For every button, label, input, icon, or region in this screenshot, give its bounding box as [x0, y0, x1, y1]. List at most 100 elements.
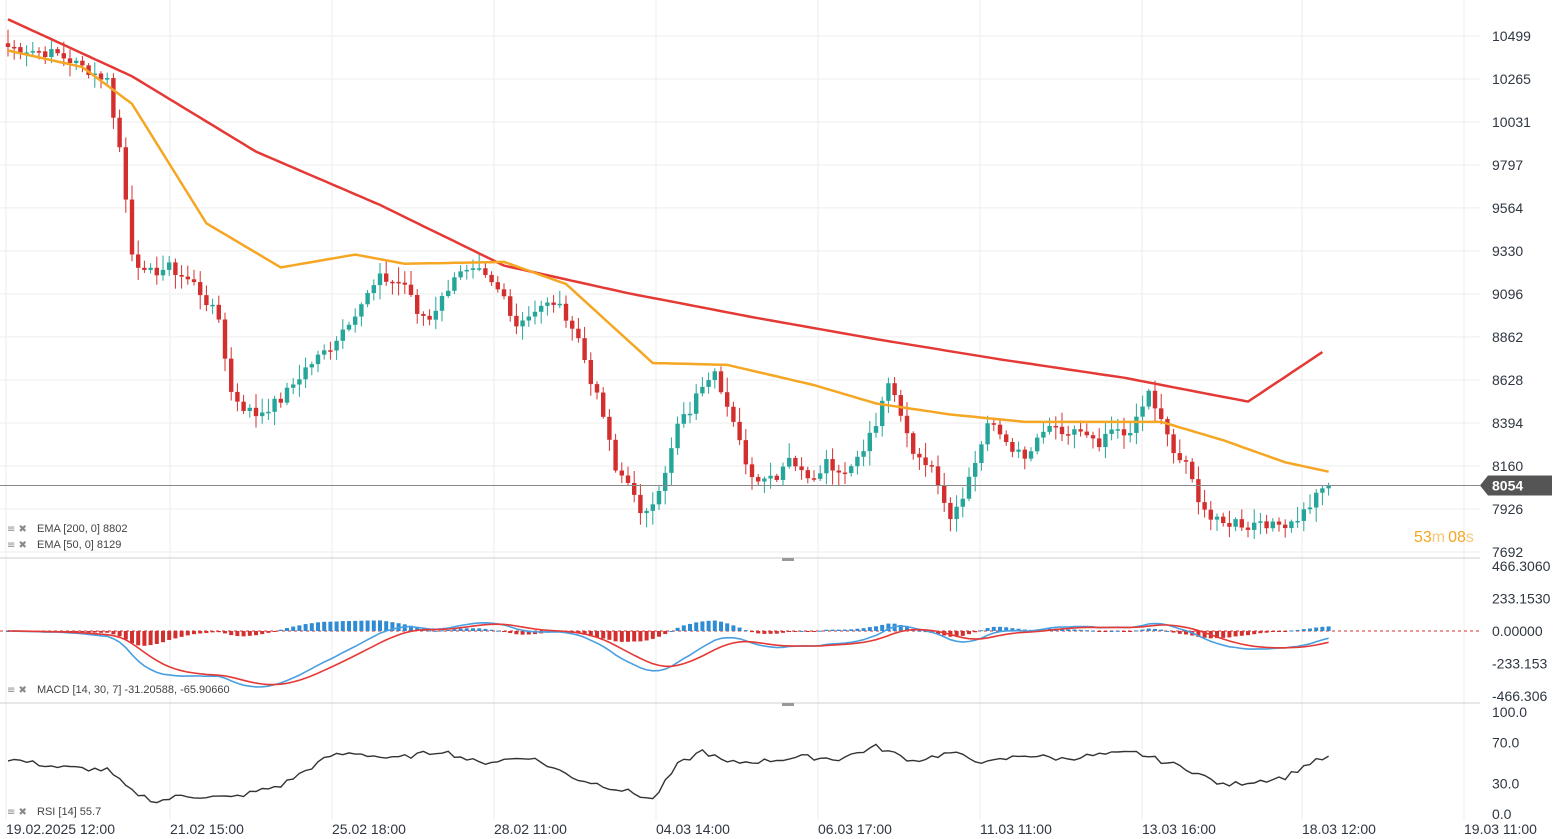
- macd-histogram-bar: [433, 630, 438, 632]
- legend-ema50[interactable]: ≡ ✖ EMA [50, 0] 8129: [7, 539, 121, 551]
- macd-histogram-bar: [991, 626, 996, 631]
- candle-body: [111, 78, 116, 118]
- price-tag-background: [1480, 475, 1552, 496]
- rsi-axis-label: 100.0: [1492, 704, 1527, 720]
- macd-histogram-bar: [1301, 629, 1306, 631]
- macd-histogram-bar: [173, 631, 178, 639]
- rsi-axis-label: 30.0: [1492, 775, 1519, 791]
- candle-body: [1022, 449, 1027, 459]
- macd-histogram-bar: [1165, 630, 1170, 632]
- macd-histogram-bar: [874, 626, 878, 631]
- macd-histogram-bar: [1159, 629, 1164, 631]
- macd-histogram-bar: [1153, 628, 1157, 631]
- candle-body: [588, 359, 593, 385]
- macd-histogram-bar: [322, 621, 327, 631]
- candle-body: [291, 384, 296, 388]
- macd-histogram-bar: [1196, 631, 1201, 637]
- macd-histogram-bar: [440, 630, 444, 632]
- candle-body: [1084, 431, 1089, 436]
- macd-histogram-bar: [92, 631, 97, 633]
- candle-body: [1097, 438, 1102, 448]
- time-axis[interactable]: 19.02.2025 12:00 21.02 15:00 25.02 18:00 28…: [6, 821, 1537, 837]
- legend-ema50-text: EMA [50, 0] 8129: [37, 539, 121, 551]
- time-axis-label: 04.03 14:00: [656, 821, 730, 837]
- macd-histogram-bar: [985, 628, 990, 631]
- candle-body: [625, 475, 631, 483]
- macd-histogram-bar: [998, 626, 1002, 631]
- legend-rsi[interactable]: ≡ ✖ RSI [14] 55.7: [7, 806, 101, 818]
- macd-histogram-bar: [737, 627, 742, 631]
- panel-resize-handle[interactable]: [782, 558, 794, 561]
- candle-body: [36, 51, 42, 53]
- candle-body: [725, 392, 730, 407]
- candle-body: [55, 49, 60, 54]
- macd-histogram-bar: [390, 622, 395, 631]
- candle-body: [613, 439, 618, 471]
- candle-body: [154, 267, 159, 276]
- macd-histogram-bar: [861, 628, 866, 631]
- candle-body: [960, 498, 965, 507]
- candle-body: [1270, 521, 1275, 529]
- candle-body: [136, 254, 141, 268]
- price-axis[interactable]: 10499 10265 10031 9797 9564 9330 9096 8862 8628 8…: [1492, 28, 1531, 560]
- legend-macd[interactable]: ≡ ✖ MACD [14, 30, 7] -31.20588, -65.9066…: [7, 684, 230, 696]
- macd-histogram-bar: [1258, 631, 1263, 634]
- candle-body: [253, 407, 259, 417]
- candle-body: [80, 60, 85, 66]
- candle-body: [5, 43, 11, 47]
- candle-body: [1041, 431, 1046, 438]
- legend-settings-icon[interactable]: ≡ ✖: [7, 685, 27, 696]
- candle-body: [446, 290, 451, 297]
- candle-body: [867, 432, 872, 452]
- macd-histogram-bar: [1308, 628, 1312, 631]
- macd-histogram-bar: [743, 630, 748, 632]
- candle-body: [1078, 429, 1083, 432]
- candle-body: [997, 424, 1003, 435]
- legend-settings-icon[interactable]: ≡ ✖: [7, 807, 27, 818]
- candle-body: [1134, 416, 1139, 433]
- candle-body: [247, 407, 252, 411]
- candle-body: [1190, 461, 1195, 480]
- macd-histogram-bar: [824, 629, 829, 631]
- macd-histogram-bar: [880, 624, 885, 631]
- candle-body: [935, 466, 941, 486]
- candle-body: [520, 320, 525, 327]
- panel-resize-handle[interactable]: [782, 703, 794, 706]
- candle-body: [470, 268, 476, 270]
- candle-body: [1165, 419, 1170, 435]
- candle-body: [514, 315, 519, 327]
- candle-body: [303, 367, 308, 380]
- macd-axis: 466.3060 233.1530 0.00000 -233.153 -466.306: [1492, 558, 1551, 704]
- macd-histogram-bar: [247, 631, 252, 636]
- candle-body: [793, 457, 798, 467]
- macd-histogram-bar: [483, 628, 488, 631]
- macd-histogram-bar: [378, 620, 382, 631]
- candle-body: [743, 440, 748, 465]
- candle-body: [979, 444, 984, 463]
- price-axis-label: 9096: [1492, 286, 1523, 302]
- legend-ema200[interactable]: ≡ ✖ EMA [200, 0] 8802: [7, 523, 128, 535]
- candle-body: [1233, 519, 1238, 527]
- candle-body: [1214, 516, 1220, 520]
- candle-body: [508, 296, 513, 316]
- macd-histogram-bar: [1184, 631, 1188, 635]
- macd-histogram-bar: [99, 631, 103, 633]
- legend-settings-icon[interactable]: ≡ ✖: [7, 540, 27, 551]
- time-axis-label: 11.03 11:00: [980, 821, 1052, 837]
- macd-histogram-bar: [471, 628, 475, 631]
- candle-body: [923, 457, 928, 466]
- candle-body: [1159, 408, 1164, 420]
- macd-histogram-bar: [774, 631, 779, 634]
- candle-body: [731, 406, 736, 422]
- candle-body: [117, 117, 122, 148]
- candle-body: [718, 371, 724, 393]
- macd-histogram-bar: [613, 631, 618, 642]
- candle-body: [1103, 433, 1108, 448]
- candle-body: [74, 60, 79, 64]
- macd-histogram-bar: [384, 621, 389, 631]
- macd-histogram-bar: [241, 631, 246, 637]
- macd-histogram-bar: [192, 631, 196, 635]
- macd-histogram-bar: [712, 620, 717, 631]
- legend-settings-icon[interactable]: ≡ ✖: [7, 524, 27, 535]
